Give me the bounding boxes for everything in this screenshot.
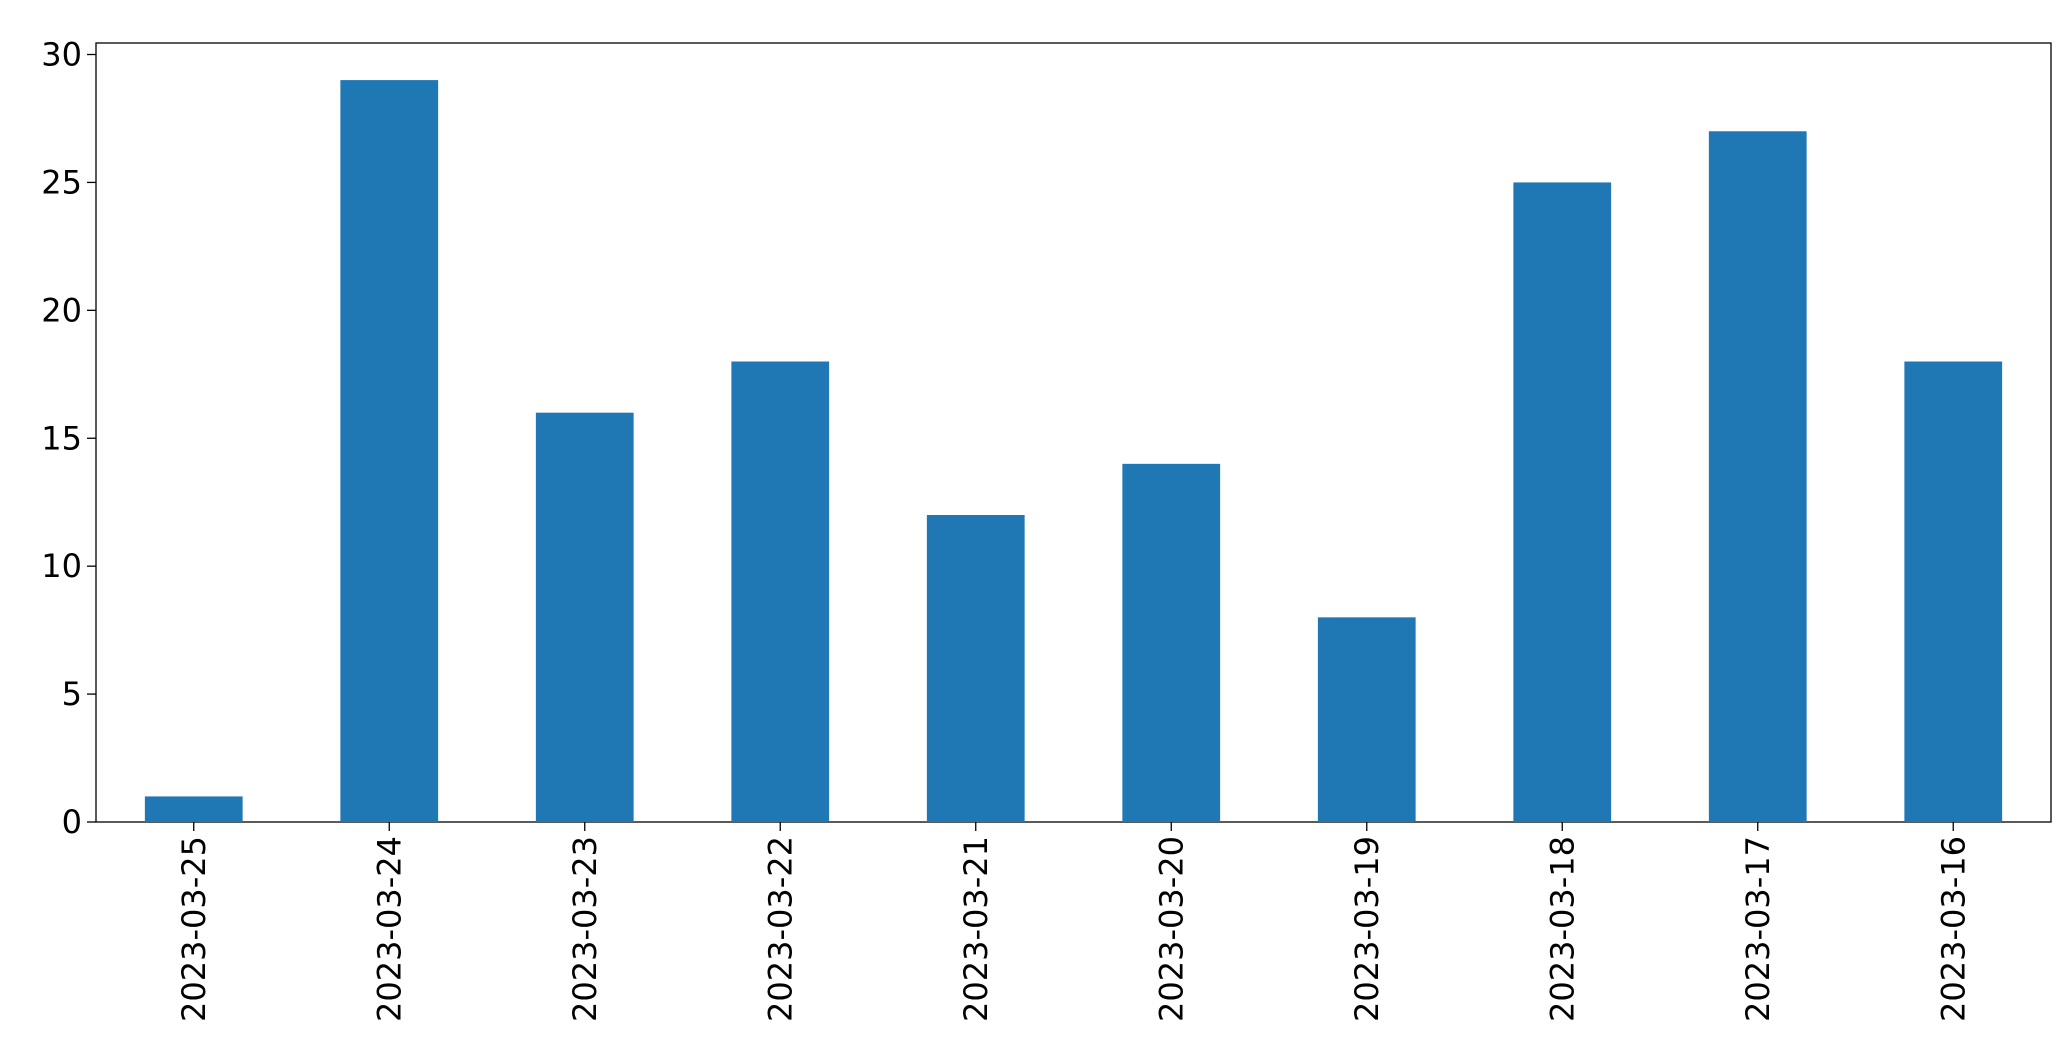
bar (1708, 131, 1807, 822)
y-tick-label: 25 (41, 163, 82, 201)
y-tick-label: 0 (62, 803, 82, 841)
bar (1317, 617, 1416, 822)
bar (1513, 182, 1612, 822)
x-tick-label: 2023-03-19 (1348, 836, 1386, 1022)
x-tick-label: 2023-03-23 (566, 836, 604, 1022)
x-tick-label: 2023-03-21 (957, 836, 995, 1022)
bar (144, 796, 243, 822)
x-tick-label: 2023-03-16 (1934, 836, 1972, 1022)
bar (1122, 463, 1221, 822)
y-tick-label: 30 (41, 36, 82, 74)
bar (926, 515, 1025, 822)
plot-frame (95, 42, 2052, 823)
y-tick-label: 10 (41, 547, 82, 585)
x-tick-label: 2023-03-18 (1543, 836, 1581, 1022)
y-tick-label: 20 (41, 291, 82, 329)
bar (535, 412, 634, 822)
x-tick-label: 2023-03-20 (1152, 836, 1190, 1022)
x-tick-label: 2023-03-22 (761, 836, 799, 1022)
y-tick-label: 5 (62, 675, 82, 713)
x-tick-label: 2023-03-25 (175, 836, 213, 1022)
bar (1904, 361, 2003, 822)
y-tick-label: 15 (41, 419, 82, 457)
x-tick-label: 2023-03-17 (1739, 836, 1777, 1022)
bar (731, 361, 830, 822)
bar (340, 80, 439, 823)
x-tick-label: 2023-03-24 (370, 836, 408, 1022)
